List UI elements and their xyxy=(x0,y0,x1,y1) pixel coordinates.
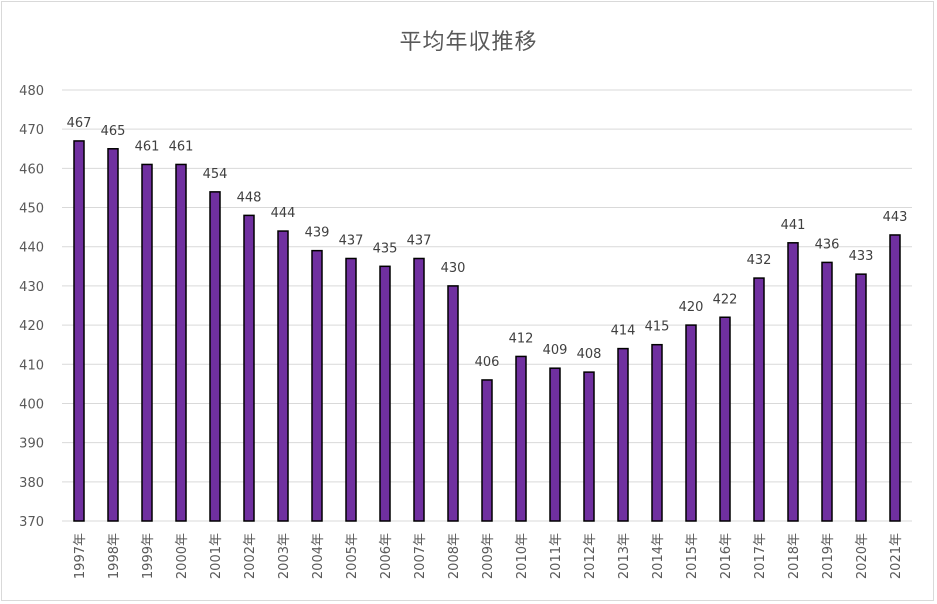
x-tick-label: 2007年 xyxy=(413,533,428,579)
data-label: 441 xyxy=(781,218,806,233)
bar xyxy=(175,163,187,522)
bar xyxy=(855,273,867,522)
y-tick-label: 400 xyxy=(19,397,44,412)
x-tick-label: 2003年 xyxy=(277,533,292,579)
data-label: 439 xyxy=(305,226,330,241)
y-tick-label: 370 xyxy=(19,515,44,530)
data-label: 415 xyxy=(645,320,670,335)
bar xyxy=(651,343,663,522)
x-tick-label: 2020年 xyxy=(855,533,870,579)
bar xyxy=(821,261,833,522)
bar xyxy=(243,214,255,522)
x-tick-label: 1997年 xyxy=(73,533,88,579)
x-tick-label: 2008年 xyxy=(447,533,462,579)
data-label: 432 xyxy=(747,253,772,268)
y-tick-label: 480 xyxy=(19,84,44,99)
y-tick-label: 410 xyxy=(19,358,44,373)
x-axis-ticks: 1997年 1998年 1999年 2000年 2001年 2002年 2003年 2004年… xyxy=(73,533,904,579)
y-tick-label: 430 xyxy=(19,280,44,295)
x-tick-label: 1998年 xyxy=(107,533,122,579)
bar xyxy=(413,257,425,522)
y-tick-label: 420 xyxy=(19,319,44,334)
y-tick-label: 390 xyxy=(19,437,44,452)
data-label: 436 xyxy=(815,237,840,252)
bar xyxy=(549,367,561,522)
data-label: 448 xyxy=(237,190,262,205)
bar xyxy=(583,371,595,522)
bar xyxy=(447,285,459,522)
y-tick-label: 380 xyxy=(19,476,44,491)
data-label: 414 xyxy=(611,324,636,339)
data-label: 437 xyxy=(407,233,432,248)
x-tick-label: 2005年 xyxy=(345,533,360,579)
y-axis-ticks: 370 380 390 400 410 420 430 440 450 460 470 480 xyxy=(19,84,44,530)
gridlines xyxy=(62,89,912,522)
bar xyxy=(787,242,799,522)
x-tick-label: 2016年 xyxy=(719,533,734,579)
data-label: 465 xyxy=(101,124,126,139)
data-label: 467 xyxy=(67,116,92,131)
x-tick-label: 2011年 xyxy=(549,533,564,579)
x-tick-label: 2001年 xyxy=(209,533,224,579)
data-labels: 467 465 461 461 454 448 444 439 437 435 437 430 406 4… xyxy=(67,116,908,370)
data-label: 409 xyxy=(543,343,568,358)
bar xyxy=(141,163,153,522)
data-label: 422 xyxy=(713,292,738,307)
y-tick-label: 450 xyxy=(19,202,44,217)
data-label: 443 xyxy=(883,210,908,225)
y-tick-label: 460 xyxy=(19,162,44,177)
data-label: 412 xyxy=(509,331,534,346)
bar xyxy=(515,355,527,522)
bar xyxy=(889,234,901,522)
x-tick-label: 2009年 xyxy=(481,533,496,579)
x-tick-label: 2014年 xyxy=(651,533,666,579)
data-label: 461 xyxy=(135,139,160,154)
data-label: 406 xyxy=(475,355,500,370)
x-tick-label: 2006年 xyxy=(379,533,394,579)
data-label: 433 xyxy=(849,249,874,264)
data-label: 461 xyxy=(169,139,194,154)
x-tick-label: 2018年 xyxy=(787,533,802,579)
bar xyxy=(209,191,221,522)
x-tick-label: 2000年 xyxy=(175,533,190,579)
x-tick-label: 1999年 xyxy=(141,533,156,579)
bar xyxy=(277,230,289,522)
y-tick-label: 440 xyxy=(19,241,44,256)
bar xyxy=(311,249,323,522)
x-tick-label: 2010年 xyxy=(515,533,530,579)
x-tick-label: 2013年 xyxy=(617,533,632,579)
x-tick-label: 2002年 xyxy=(243,533,258,579)
bar xyxy=(379,265,391,522)
bar xyxy=(719,316,731,522)
bar xyxy=(481,379,493,522)
x-tick-label: 2021年 xyxy=(889,533,904,579)
x-tick-label: 2012年 xyxy=(583,533,598,579)
y-tick-label: 470 xyxy=(19,123,44,138)
data-label: 430 xyxy=(441,261,466,276)
bar xyxy=(685,324,697,522)
chart-title: 平均年収推移 xyxy=(399,30,538,55)
x-tick-label: 2017年 xyxy=(753,533,768,579)
x-tick-label: 2019年 xyxy=(821,533,836,579)
bar xyxy=(617,347,629,522)
data-label: 444 xyxy=(271,206,296,221)
bar xyxy=(107,148,119,522)
data-label: 420 xyxy=(679,300,704,315)
bars xyxy=(73,140,901,522)
data-label: 435 xyxy=(373,241,398,256)
data-label: 454 xyxy=(203,167,228,182)
bar xyxy=(345,257,357,522)
data-label: 408 xyxy=(577,347,602,362)
x-tick-label: 2004年 xyxy=(311,533,326,579)
data-label: 437 xyxy=(339,233,364,248)
x-tick-label: 2015年 xyxy=(685,533,700,579)
bar xyxy=(753,277,765,522)
bar xyxy=(73,140,85,522)
